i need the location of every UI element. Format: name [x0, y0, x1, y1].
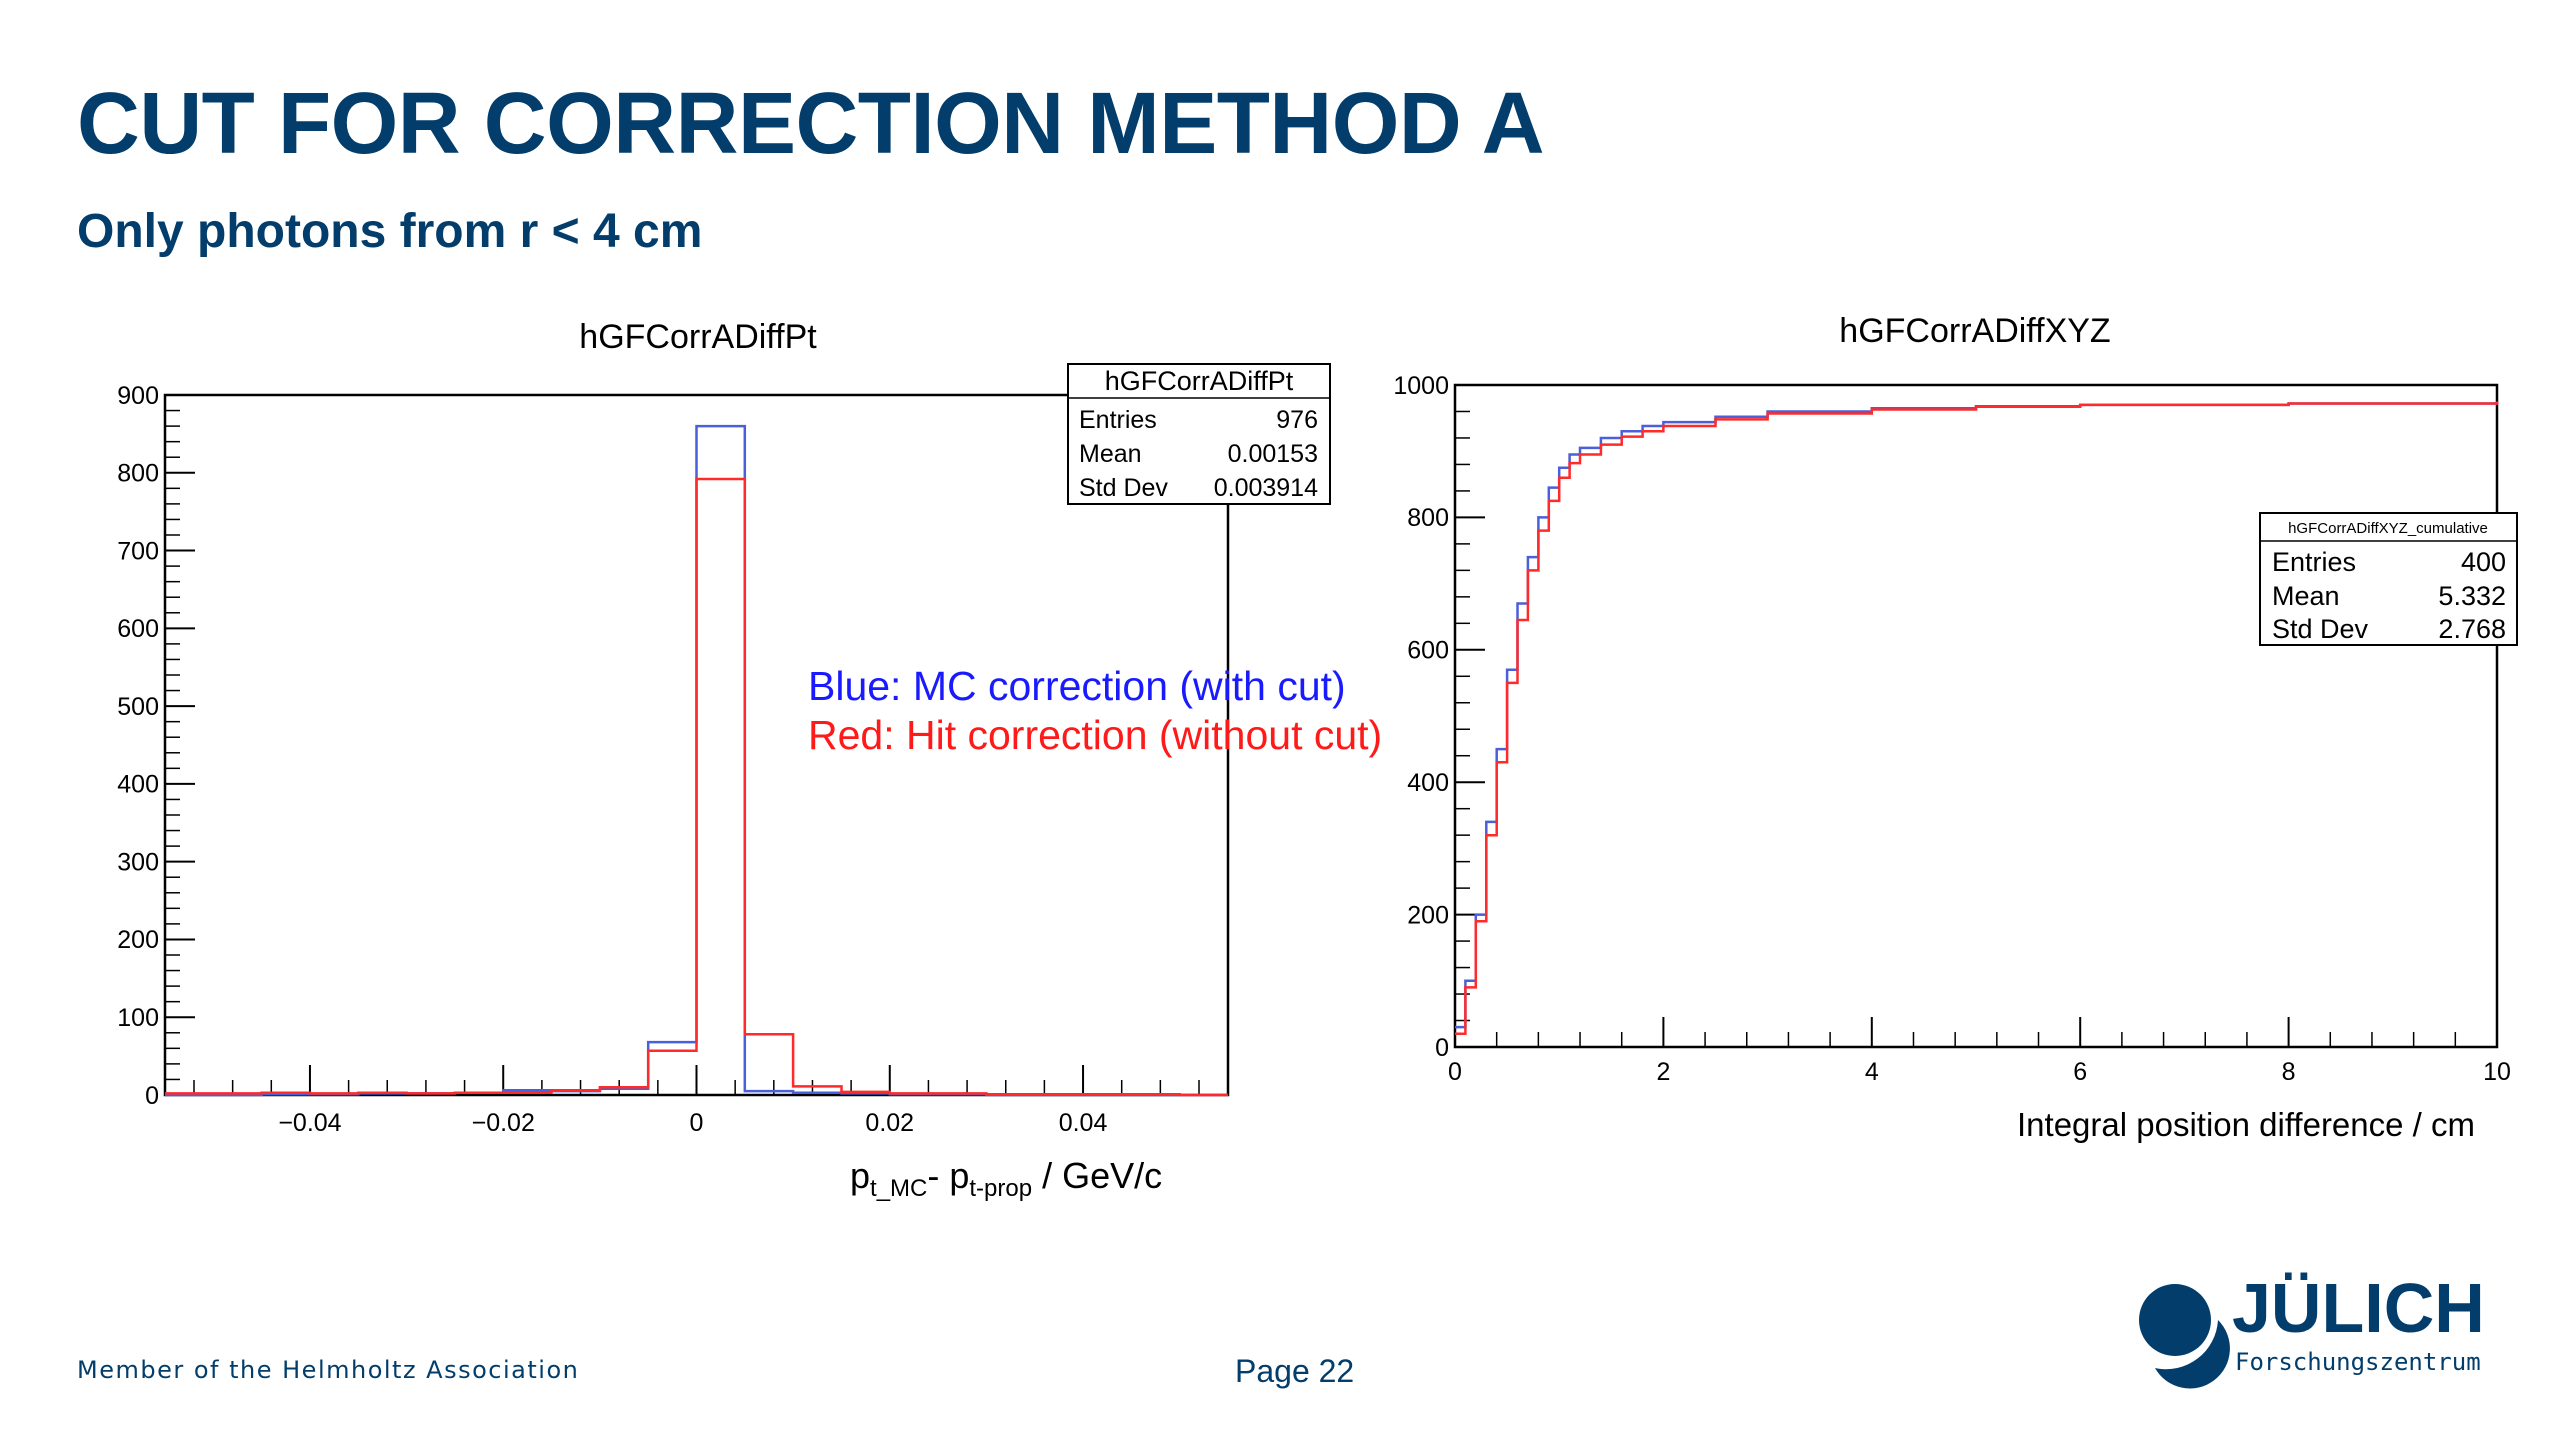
series-line-1 [165, 477, 1228, 1097]
y-tick-label: 900 [117, 382, 159, 410]
x-axis-label: Integral position difference / cm [2017, 1106, 2475, 1143]
y-tick-label: 700 [117, 537, 159, 565]
stats-label: Mean [2272, 581, 2340, 611]
series-line-0 [1455, 401, 2499, 1029]
stats-label: Std Dev [2272, 614, 2369, 644]
red-legend-note: Red: Hit correction (without cut) [808, 712, 1382, 758]
stats-value: 976 [1276, 406, 1318, 434]
y-tick-label: 0 [145, 1082, 159, 1110]
y-tick-label: 1000 [1393, 372, 1449, 400]
x-tick-label: 8 [2282, 1058, 2296, 1086]
x-tick-label: 10 [2483, 1058, 2511, 1086]
logo-mark-icon [2139, 1284, 2230, 1389]
logo-subtext: Forschungszentrum [2235, 1348, 2481, 1376]
x-tick-label: 0 [1448, 1058, 1462, 1086]
blue-legend-note: Blue: MC correction (with cut) [808, 663, 1346, 709]
stats-box: hGFCorrADiffPt Entries 976 Mean 0.00153 … [1067, 363, 1331, 505]
y-tick-label: 400 [117, 771, 159, 799]
x-axis: −0.04 −0.02 0 0.02 0.04 [193, 1065, 1200, 1137]
series-line-1 [1455, 401, 2499, 1036]
x-axis-label: pt_MC- pt-prop / GeV/c [850, 1155, 1162, 1202]
stats-value: 0.003914 [1214, 474, 1318, 502]
slide-title: CUT FOR CORRECTION METHOD A [77, 75, 1545, 172]
y-tick-label: 600 [117, 615, 159, 643]
x-tick-label: 0.02 [865, 1109, 914, 1137]
y-axis: 0 200 400 600 800 1000 [1393, 372, 1485, 1062]
stats-label: Mean [1079, 440, 1142, 468]
stats-value: 0.00153 [1228, 440, 1318, 468]
y-tick-label: 0 [1435, 1034, 1449, 1062]
y-tick-label: 400 [1407, 769, 1449, 797]
y-tick-label: 800 [1407, 504, 1449, 532]
x-tick-label: 0.04 [1059, 1109, 1108, 1137]
y-tick-label: 800 [117, 460, 159, 488]
histogram-pt-diff: hGFCorrADiffPt 0 100 200 300 400 500 600 700 800… [117, 318, 1331, 1202]
histogram-xyz-cumulative: hGFCorrADiffXYZ 0 200 400 600 800 1000 0 2 4 6 8 1… [1393, 312, 2518, 1143]
stats-value: 5.332 [2438, 581, 2506, 611]
x-tick-label: 2 [1656, 1058, 1670, 1086]
x-tick-label: −0.02 [472, 1109, 535, 1137]
series-group [165, 424, 1228, 1097]
y-tick-label: 200 [1407, 901, 1449, 929]
stats-value: 2.768 [2438, 614, 2506, 644]
plot-frame [1453, 383, 2499, 1049]
stats-title: hGFCorrADiffPt [1105, 366, 1294, 396]
series-group [1455, 401, 2499, 1036]
y-axis: 0 100 200 300 400 500 600 700 800 900 [117, 382, 195, 1110]
stats-label: Entries [1079, 406, 1157, 434]
chart-title: hGFCorrADiffPt [579, 318, 817, 356]
stats-label: Std Dev [1079, 474, 1168, 502]
y-tick-label: 200 [117, 926, 159, 954]
slide-subtitle: Only photons from r < 4 cm [77, 205, 703, 258]
stats-title: hGFCorrADiffXYZ_cumulative [2288, 520, 2488, 537]
y-tick-label: 500 [117, 693, 159, 721]
x-tick-label: 4 [1865, 1058, 1879, 1086]
x-tick-label: −0.04 [278, 1109, 341, 1137]
y-tick-label: 600 [1407, 637, 1449, 665]
x-tick-label: 0 [690, 1109, 704, 1137]
x-tick-label: 6 [2073, 1058, 2087, 1086]
y-tick-label: 300 [117, 848, 159, 876]
x-axis: 0 2 4 6 8 10 [1448, 1017, 2511, 1086]
logo-wordmark: JÜLICH [2232, 1269, 2485, 1347]
chart-title: hGFCorrADiffXYZ [1839, 312, 2110, 350]
stats-value: 400 [2461, 547, 2506, 577]
footer-association: Member of the Helmholtz Association [77, 1356, 580, 1384]
page-number: Page 22 [1235, 1353, 1355, 1389]
stats-label: Entries [2272, 547, 2356, 577]
julich-logo: JÜLICH Forschungszentrum [2139, 1269, 2485, 1389]
stats-box: hGFCorrADiffXYZ_cumulative Entries 400 M… [2259, 512, 2518, 646]
y-tick-label: 100 [117, 1004, 159, 1032]
